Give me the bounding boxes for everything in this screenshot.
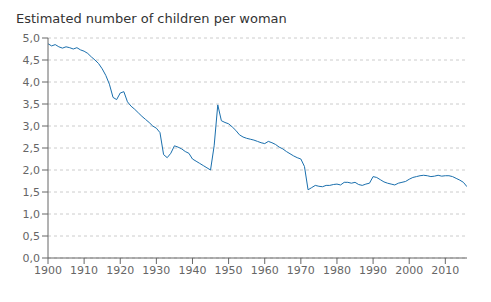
svg-text:1,0: 1,0: [23, 208, 41, 221]
svg-text:4,0: 4,0: [23, 76, 41, 89]
svg-text:2,5: 2,5: [23, 142, 41, 155]
svg-text:1980: 1980: [323, 264, 351, 277]
svg-text:2010: 2010: [431, 264, 459, 277]
svg-text:1960: 1960: [251, 264, 279, 277]
svg-text:1900: 1900: [34, 264, 62, 277]
svg-text:3,0: 3,0: [23, 120, 41, 133]
svg-text:1970: 1970: [287, 264, 315, 277]
svg-text:0,5: 0,5: [23, 230, 41, 243]
svg-text:2000: 2000: [395, 264, 423, 277]
svg-text:1990: 1990: [359, 264, 387, 277]
svg-text:4,5: 4,5: [23, 54, 41, 67]
svg-text:0,0: 0,0: [23, 252, 41, 265]
html-text:Estimated number of children p: Estimated number of children per woman: [16, 11, 287, 26]
svg-text:3,5: 3,5: [23, 98, 41, 111]
svg-text:5,0: 5,0: [23, 32, 41, 45]
svg-text:1910: 1910: [70, 264, 98, 277]
svg-text:1930: 1930: [142, 264, 170, 277]
svg-text:1,5: 1,5: [23, 186, 41, 199]
svg-text:1940: 1940: [178, 264, 206, 277]
svg-text:1920: 1920: [106, 264, 134, 277]
svg-text:2,0: 2,0: [23, 164, 41, 177]
svg-text:1950: 1950: [215, 264, 243, 277]
